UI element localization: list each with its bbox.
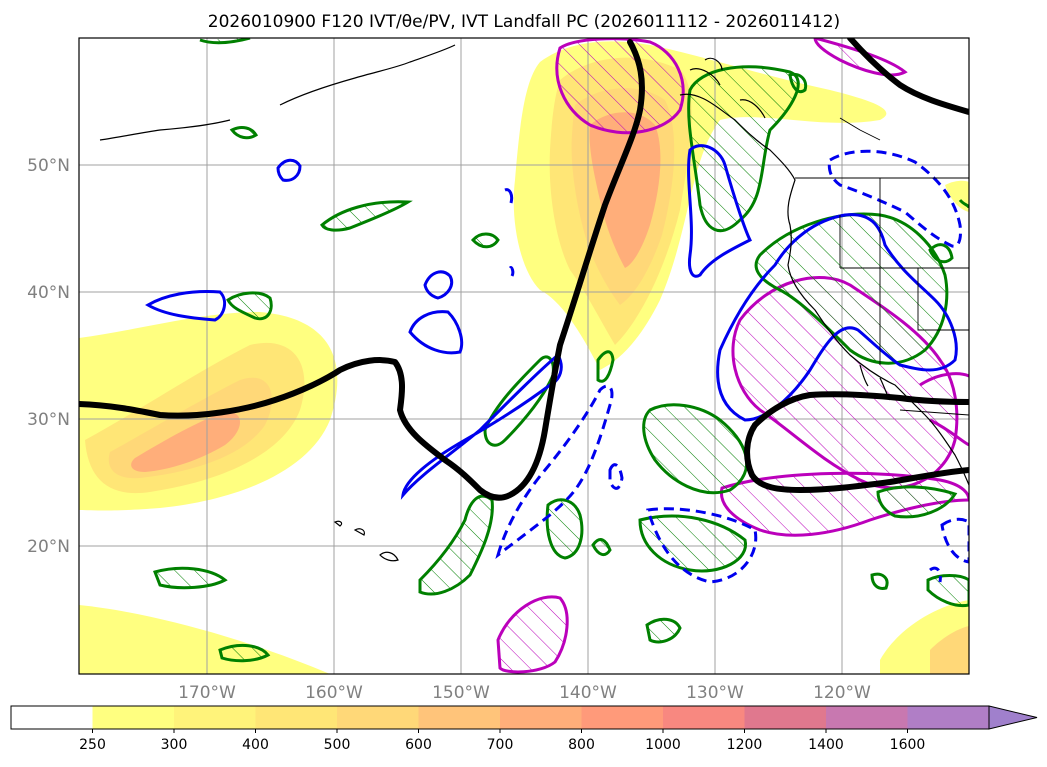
lon-label-150w: 150°W [432,683,490,703]
colorbar-segment [907,706,990,729]
colorbar-segment [581,706,664,729]
political-borders [795,117,969,416]
colorbar-segment [11,706,93,729]
colorbar-segment [418,706,501,729]
colorbar-extend-arrow [988,705,1038,730]
colorbar-segment [174,706,256,729]
colorbar-label: 1600 [890,737,926,753]
colorbar-segment [255,706,338,729]
map-frame [78,37,970,675]
lat-label-40n: 40°N [27,283,70,303]
colorbar-label: 1200 [727,737,763,753]
colorbar-label: 600 [405,737,432,753]
colorbar-label: 800 [568,737,595,753]
lat-label-20n: 20°N [27,537,70,557]
colorbar-segment [500,706,582,729]
colorbar-label: 700 [487,737,514,753]
colorbar-segment [92,706,175,729]
colorbar-label: 250 [79,737,106,753]
colorbar-label: 500 [324,737,351,753]
lon-label-130w: 130°W [686,683,744,703]
colorbar-segment [826,706,908,729]
colorbar-segment [744,706,827,729]
latitude-labels: 50°N 40°N 30°N 20°N [27,156,70,557]
coastlines [99,44,969,562]
colorbar-segment [337,706,419,729]
lon-label-140w: 140°W [559,683,617,703]
lon-label-160w: 160°W [305,683,363,703]
theta-e-contours [79,38,969,501]
map-panel [79,38,969,674]
colorbar-label: 300 [161,737,188,753]
colorbar-label: 1400 [808,737,844,753]
colorbar: 250 300 400 500 600 700 800 1000 1200 1400 1600 [10,705,1038,753]
lat-label-30n: 30°N [27,410,70,430]
lon-label-170w: 170°W [178,683,236,703]
figure-title: 2026010900 F120 IVT/θe/PV, IVT Landfall … [208,12,840,32]
lat-label-50n: 50°N [27,156,70,176]
colorbar-label: 400 [242,737,269,753]
colorbar-label: 1000 [645,737,681,753]
longitude-labels: 170°W 160°W 150°W 140°W 130°W 120°W [178,683,871,703]
green-hatched-regions [153,38,969,663]
pv-contours-dashed [495,149,969,584]
colorbar-segment [663,706,745,729]
lon-label-120w: 120°W [813,683,871,703]
